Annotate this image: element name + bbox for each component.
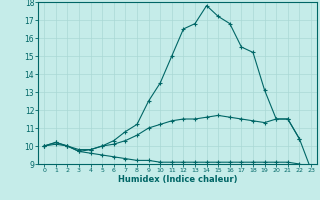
X-axis label: Humidex (Indice chaleur): Humidex (Indice chaleur) <box>118 175 237 184</box>
